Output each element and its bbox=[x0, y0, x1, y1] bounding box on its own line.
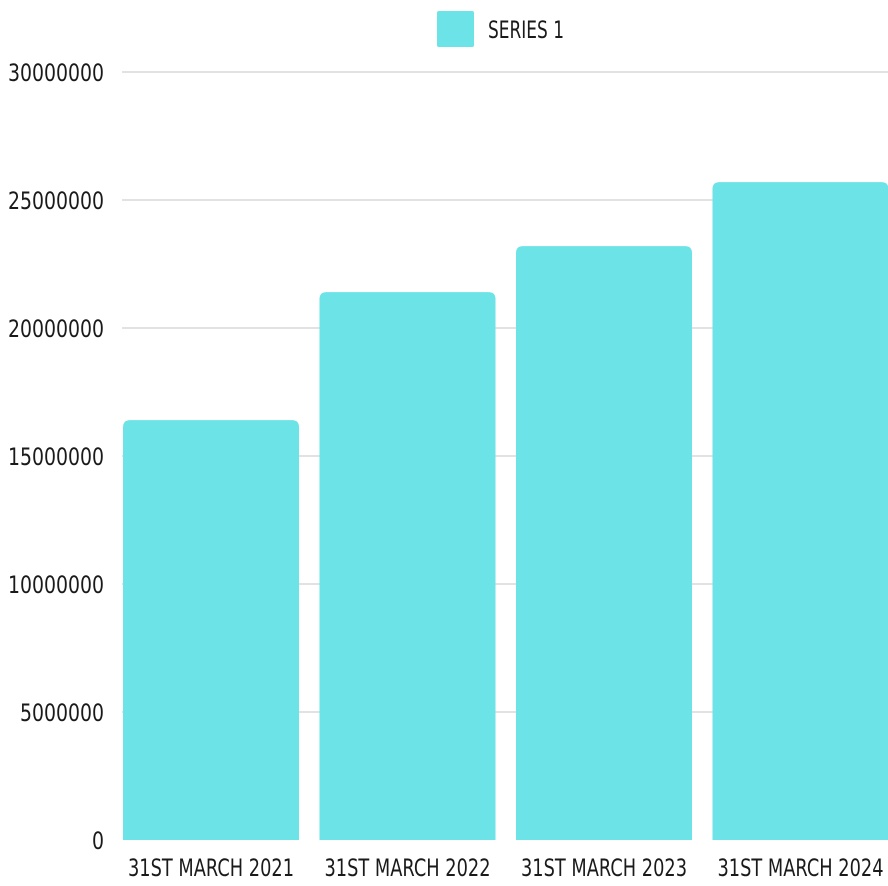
y-tick-label: 20000000 bbox=[8, 315, 104, 343]
y-tick-label: 25000000 bbox=[8, 187, 104, 215]
y-axis-ticks: 0 5000000 10000000 15000000 20000000 25000000… bbox=[8, 59, 104, 855]
x-tick-label: 31ST MARCH 2022 bbox=[325, 854, 491, 882]
y-tick-label: 30000000 bbox=[8, 59, 104, 87]
x-tick-label: 31ST MARCH 2021 bbox=[128, 854, 294, 882]
y-tick-label: 0 bbox=[92, 827, 104, 855]
legend-swatch bbox=[437, 11, 474, 47]
y-tick-label: 15000000 bbox=[8, 443, 104, 471]
y-tick-label: 5000000 bbox=[20, 699, 104, 727]
bar-1 bbox=[123, 420, 299, 840]
legend-label-series-1: SERIES 1 bbox=[488, 16, 564, 44]
y-tick-label: 10000000 bbox=[8, 571, 104, 599]
x-tick-label: 31ST MARCH 2024 bbox=[718, 854, 884, 882]
bar-2 bbox=[320, 292, 496, 840]
x-tick-label: 31ST MARCH 2023 bbox=[521, 854, 687, 882]
x-axis-ticks: 31ST MARCH 2021 31ST MARCH 2022 31ST MARCH… bbox=[128, 854, 884, 882]
bars bbox=[123, 182, 888, 840]
legend: SERIES 1 bbox=[437, 11, 564, 47]
bar-4 bbox=[713, 182, 888, 840]
bar-3 bbox=[516, 246, 692, 840]
